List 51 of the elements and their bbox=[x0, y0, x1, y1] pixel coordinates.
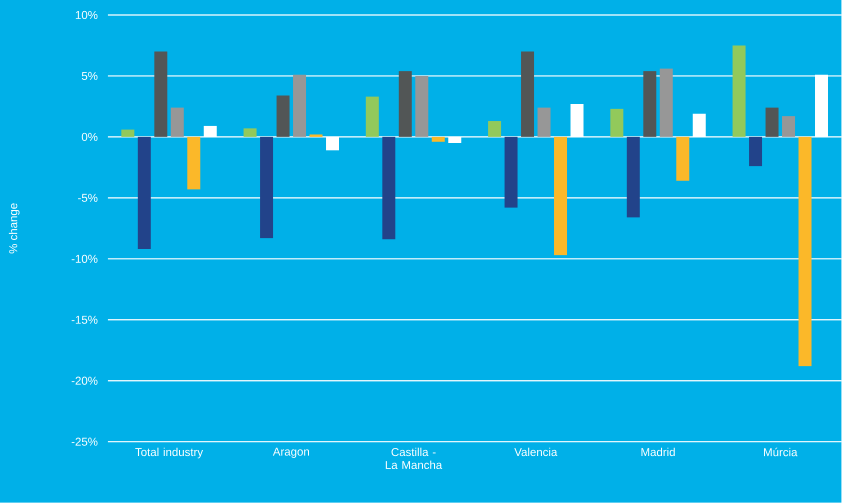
bar bbox=[170, 108, 184, 138]
bar bbox=[570, 104, 584, 138]
bar bbox=[121, 130, 134, 138]
y-tick-label: -5% bbox=[78, 194, 98, 202]
bar bbox=[138, 137, 151, 250]
bar bbox=[260, 137, 274, 238]
bar bbox=[782, 116, 796, 138]
bar bbox=[310, 134, 323, 138]
bar bbox=[204, 126, 217, 138]
bar bbox=[187, 137, 200, 190]
bar bbox=[448, 137, 462, 144]
y-tick-label: 0% bbox=[82, 133, 98, 142]
y-tick-label: 10% bbox=[76, 11, 98, 20]
bar bbox=[766, 108, 779, 138]
bar bbox=[244, 128, 257, 138]
bar bbox=[626, 137, 640, 218]
bar bbox=[488, 121, 502, 138]
bar bbox=[504, 137, 518, 208]
bar bbox=[415, 76, 428, 138]
bar bbox=[276, 96, 290, 138]
bar bbox=[398, 71, 412, 138]
y-axis-title: % change bbox=[8, 204, 20, 254]
bar bbox=[554, 137, 568, 256]
bar bbox=[660, 68, 673, 138]
x-tick-label: Múrcia bbox=[764, 448, 798, 456]
bar bbox=[293, 74, 306, 138]
y-tick-label: -25% bbox=[72, 438, 98, 446]
bar bbox=[432, 137, 445, 142]
bar bbox=[676, 137, 690, 181]
y-tick-label: -10% bbox=[72, 254, 98, 264]
x-tick-label: Total industry bbox=[135, 448, 204, 459]
bar bbox=[366, 96, 379, 138]
y-tick-label: -20% bbox=[72, 376, 98, 385]
bar bbox=[154, 52, 168, 138]
bar bbox=[382, 137, 396, 240]
bar bbox=[610, 109, 624, 138]
bar bbox=[326, 137, 340, 150]
x-tick-label: Castilla - La Mancha bbox=[386, 448, 442, 470]
x-tick-label: Aragon bbox=[272, 448, 309, 458]
bar bbox=[538, 108, 551, 138]
bar bbox=[749, 137, 762, 166]
x-tick-label: Madrid bbox=[641, 448, 675, 456]
bar bbox=[798, 137, 812, 366]
bar bbox=[692, 114, 706, 138]
bar bbox=[643, 71, 656, 138]
bar bbox=[732, 46, 746, 138]
bar bbox=[815, 74, 828, 138]
y-tick-label: -15% bbox=[72, 316, 98, 324]
bar bbox=[521, 52, 534, 138]
y-tick-label: 5% bbox=[82, 72, 98, 80]
x-tick-label: Valencia bbox=[514, 448, 558, 456]
